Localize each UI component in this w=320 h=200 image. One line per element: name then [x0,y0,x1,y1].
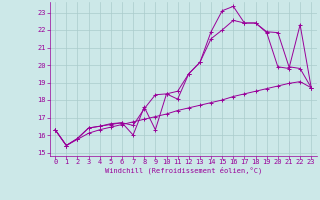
X-axis label: Windchill (Refroidissement éolien,°C): Windchill (Refroidissement éolien,°C) [105,167,262,174]
